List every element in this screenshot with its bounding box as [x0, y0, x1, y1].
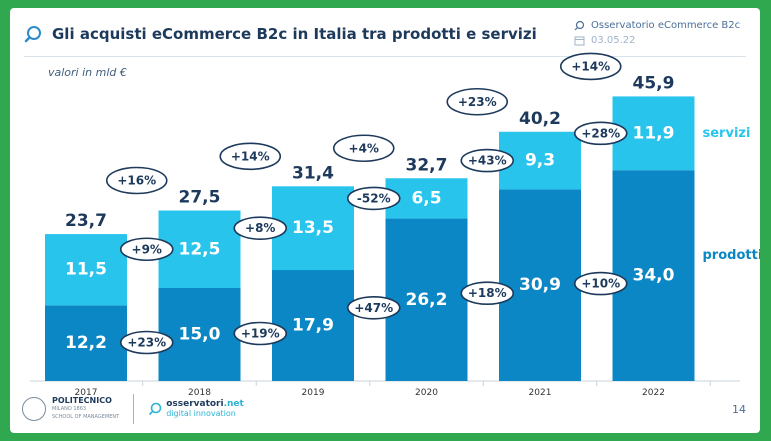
- title-row: Gli acquisti eCommerce B2c in Italia tra…: [24, 22, 537, 46]
- label-total-2021: 40,2: [519, 109, 561, 129]
- label-total-2022: 45,9: [633, 73, 675, 93]
- growth-servizi-2022-pill: [573, 121, 628, 146]
- growth-servizi-2022: +28%: [581, 126, 620, 140]
- legend-servizi: servizi: [703, 126, 751, 141]
- label-servizi-2018: 12,5: [179, 239, 221, 259]
- bar-prodotti-2018: [158, 288, 241, 381]
- growth-servizi-2019: +8%: [245, 221, 275, 235]
- bar-prodotti-2017: [45, 305, 127, 381]
- label-prodotti-2017: 12,2: [65, 333, 107, 353]
- growth-servizi-2019-pill: [233, 216, 288, 240]
- x-tick-2021: 2021: [529, 388, 552, 398]
- label-prodotti-2021: 30,9: [519, 275, 561, 295]
- growth-prodotti-2019: +19%: [241, 327, 280, 341]
- growth-prodotti-2020-pill: [346, 295, 401, 320]
- bar-prodotti-2019: [272, 270, 354, 381]
- growth-total-2021-pill: [446, 87, 509, 116]
- magnifier-icon: [24, 26, 41, 43]
- growth-total-2018: +16%: [117, 174, 156, 188]
- growth-total-2018-pill: [105, 166, 168, 195]
- growth-prodotti-2018: +23%: [127, 336, 166, 350]
- growth-prodotti-2018-pill: [119, 330, 174, 355]
- label-servizi-2021: 9,3: [525, 151, 555, 171]
- growth-servizi-2018: +9%: [132, 242, 162, 256]
- bar-prodotti-2021: [499, 189, 581, 381]
- calendar-icon: [574, 36, 585, 46]
- politecnico-seal-icon: [22, 397, 46, 421]
- unit-label: valori in mld €: [48, 66, 127, 79]
- osservatorio-icon: [574, 20, 585, 31]
- legend-prodotti: prodotti: [703, 248, 761, 263]
- label-servizi-2017: 11,5: [65, 260, 107, 280]
- growth-total-2022-pill: [559, 52, 622, 81]
- x-tick-2022: 2022: [642, 388, 665, 398]
- growth-total-2021: +23%: [458, 95, 497, 109]
- label-prodotti-2019: 17,9: [292, 316, 334, 336]
- page-number: 14: [732, 403, 746, 416]
- header-divider: [24, 56, 746, 57]
- growth-prodotti-2021: +18%: [468, 286, 507, 300]
- x-tick-2019: 2019: [302, 388, 325, 398]
- growth-total-2022: +14%: [571, 59, 610, 73]
- growth-servizi-2020: -52%: [357, 191, 391, 205]
- x-tick-2020: 2020: [415, 388, 438, 398]
- bar-prodotti-2022: [612, 170, 695, 381]
- osservatori-logo: osservatori.net digital innovation: [148, 399, 244, 419]
- growth-prodotti-2022-pill: [573, 271, 628, 296]
- growth-total-2020-pill: [332, 134, 395, 163]
- slide: Gli acquisti eCommerce B2c in Italia tra…: [10, 8, 760, 433]
- source-label: Osservatorio eCommerce B2c: [591, 20, 741, 31]
- footer-divider: [133, 394, 135, 424]
- growth-total-2019-pill: [219, 142, 282, 171]
- label-servizi-2022: 11,9: [633, 123, 675, 143]
- growth-prodotti-2022: +10%: [581, 277, 620, 291]
- label-prodotti-2018: 15,0: [179, 325, 221, 345]
- x-tick-2018: 2018: [188, 388, 211, 398]
- label-total-2019: 31,4: [292, 163, 334, 183]
- label-prodotti-2020: 26,2: [406, 290, 448, 310]
- politecnico-logo: POLITECNICO MILANO 1863 SCHOOL OF MANAGE…: [52, 396, 120, 421]
- bar-servizi-2017: [45, 234, 127, 306]
- label-total-2017: 23,7: [65, 211, 107, 231]
- label-servizi-2020: 6,5: [411, 188, 441, 208]
- growth-servizi-2020-pill: [346, 186, 401, 211]
- growth-prodotti-2020: +47%: [354, 301, 393, 315]
- label-total-2020: 32,7: [406, 155, 448, 175]
- source-block: Osservatorio eCommerce B2c 03.05.22: [574, 18, 740, 48]
- footer-logos: POLITECNICO MILANO 1863 SCHOOL OF MANAGE…: [22, 394, 244, 424]
- growth-servizi-2021-pill: [460, 148, 515, 173]
- growth-prodotti-2021-pill: [460, 281, 515, 306]
- label-total-2018: 27,5: [179, 188, 221, 208]
- growth-servizi-2018-pill: [119, 237, 174, 262]
- source-date: 03.05.22: [591, 35, 636, 46]
- growth-total-2019: +14%: [231, 149, 270, 163]
- x-tick-2017: 2017: [75, 388, 98, 398]
- label-servizi-2019: 13,5: [292, 218, 334, 238]
- label-prodotti-2022: 34,0: [633, 266, 675, 286]
- growth-total-2020: +4%: [349, 141, 379, 155]
- page-title: Gli acquisti eCommerce B2c in Italia tra…: [52, 25, 537, 43]
- growth-servizi-2021: +43%: [468, 154, 507, 168]
- osservatori-logo-icon: [149, 402, 162, 416]
- bar-prodotti-2020: [385, 218, 468, 381]
- stacked-bar-chart: 12,2 11,5 23,7 2017 15,0 12,5 27,5 2018 17,9 13,5…: [30, 52, 761, 398]
- growth-prodotti-2019-pill: [233, 321, 288, 346]
